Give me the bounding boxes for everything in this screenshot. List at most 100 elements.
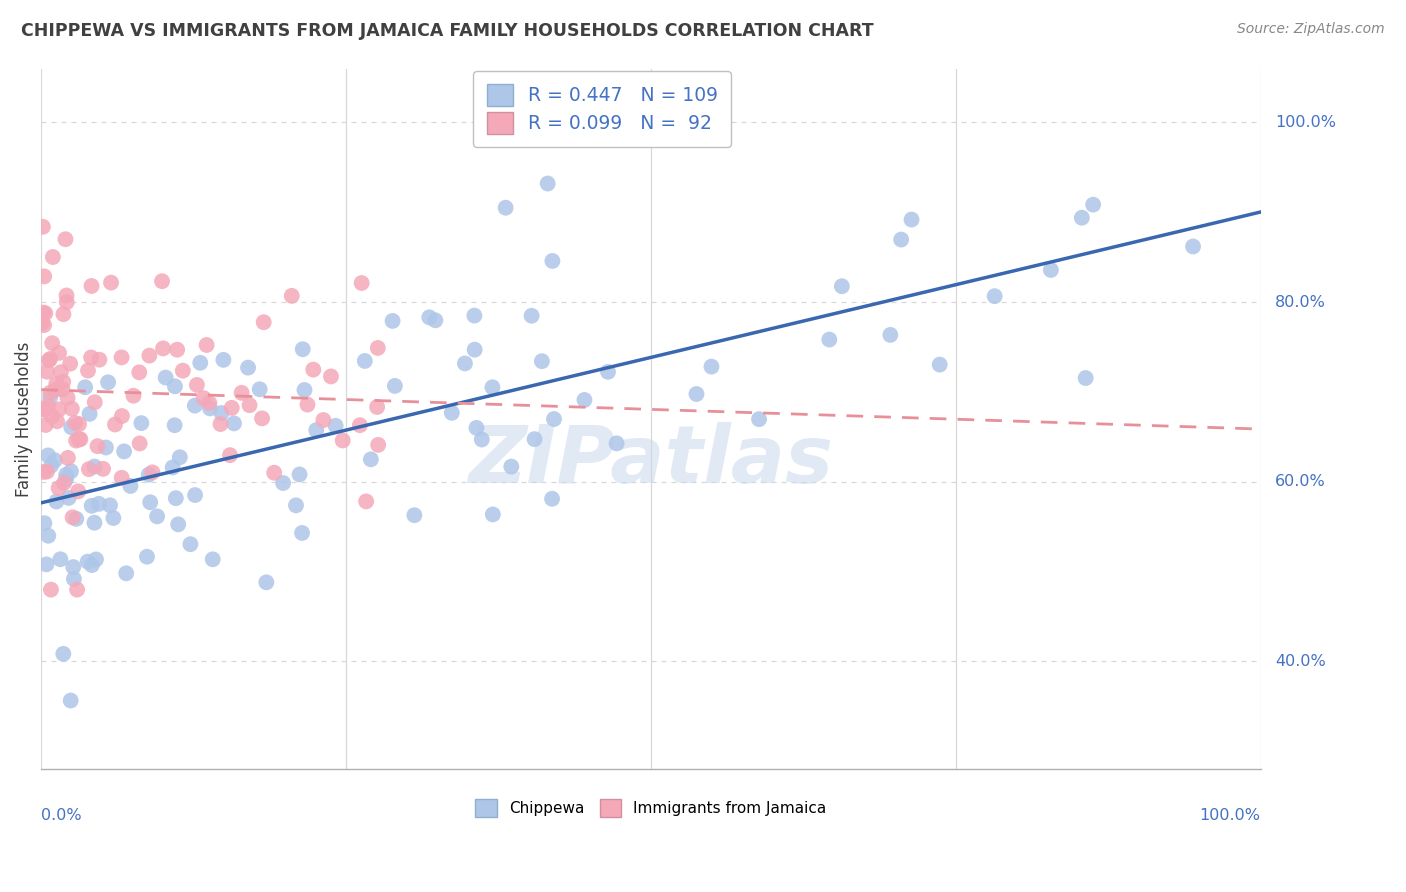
Point <box>537 177 560 191</box>
Point <box>41 409 63 424</box>
Point <box>879 327 901 342</box>
Point <box>302 362 325 376</box>
Point <box>103 511 125 525</box>
Point <box>34 402 56 417</box>
Point <box>530 354 553 368</box>
Point <box>367 438 389 452</box>
Point <box>128 436 150 450</box>
Point <box>297 398 319 412</box>
Point <box>62 510 84 524</box>
Point <box>59 464 82 478</box>
Point <box>44 453 66 467</box>
Point <box>60 420 83 434</box>
Point <box>63 416 86 430</box>
Point <box>349 418 371 433</box>
Point <box>152 342 174 356</box>
Point <box>83 516 105 530</box>
Point <box>104 417 127 432</box>
Point <box>31 219 53 234</box>
Point <box>49 552 72 566</box>
Point <box>51 382 73 396</box>
Point <box>110 351 132 365</box>
Text: Source: ZipAtlas.com: Source: ZipAtlas.com <box>1237 22 1385 37</box>
Point <box>231 385 253 400</box>
Point <box>360 452 382 467</box>
Point <box>67 417 90 431</box>
Point <box>59 357 82 371</box>
Point <box>294 383 316 397</box>
Point <box>39 385 62 400</box>
Point <box>1039 263 1062 277</box>
Point <box>100 276 122 290</box>
Point <box>111 471 134 485</box>
Point <box>80 351 103 365</box>
Text: 100.0%: 100.0% <box>1275 115 1336 130</box>
Point <box>56 450 79 465</box>
Point <box>52 375 75 389</box>
Point <box>523 432 546 446</box>
Point <box>60 401 83 416</box>
Point <box>39 391 62 405</box>
Point <box>685 387 707 401</box>
Point <box>748 412 770 426</box>
Point <box>481 380 503 394</box>
Point <box>63 572 86 586</box>
Point <box>831 279 853 293</box>
Point <box>404 508 426 523</box>
Point <box>55 232 77 246</box>
Point <box>128 365 150 379</box>
Point <box>163 379 186 393</box>
Point <box>291 525 314 540</box>
Point <box>167 517 190 532</box>
Point <box>366 400 388 414</box>
Point <box>700 359 723 374</box>
Point <box>34 516 56 531</box>
Point <box>150 274 173 288</box>
Point <box>87 497 110 511</box>
Point <box>238 398 260 412</box>
Point <box>76 555 98 569</box>
Point <box>184 488 207 502</box>
Point <box>195 338 218 352</box>
Point <box>67 484 90 499</box>
Point <box>31 316 53 330</box>
Point <box>77 363 100 377</box>
Point <box>1182 239 1205 253</box>
Point <box>32 465 55 479</box>
Point <box>209 417 232 431</box>
Point <box>606 436 628 450</box>
Point <box>541 254 564 268</box>
Point <box>163 418 186 433</box>
Point <box>596 365 619 379</box>
Point <box>32 318 55 332</box>
Point <box>384 379 406 393</box>
Text: 60.0%: 60.0% <box>1275 475 1326 490</box>
Point <box>35 465 58 479</box>
Point <box>139 495 162 509</box>
Point <box>212 352 235 367</box>
Point <box>890 233 912 247</box>
Point <box>285 499 308 513</box>
Point <box>425 313 447 327</box>
Point <box>111 409 134 423</box>
Point <box>65 434 87 448</box>
Point <box>45 494 67 508</box>
Point <box>463 309 485 323</box>
Point <box>48 402 70 417</box>
Point <box>541 491 564 506</box>
Point <box>84 552 107 566</box>
Point <box>32 305 55 319</box>
Point <box>367 341 389 355</box>
Point <box>66 582 89 597</box>
Point <box>495 201 517 215</box>
Point <box>188 356 211 370</box>
Point <box>271 475 294 490</box>
Point <box>501 459 523 474</box>
Point <box>155 370 177 384</box>
Point <box>122 389 145 403</box>
Text: 100.0%: 100.0% <box>1199 808 1261 822</box>
Point <box>55 472 77 486</box>
Point <box>281 289 304 303</box>
Point <box>62 560 84 574</box>
Point <box>39 351 62 366</box>
